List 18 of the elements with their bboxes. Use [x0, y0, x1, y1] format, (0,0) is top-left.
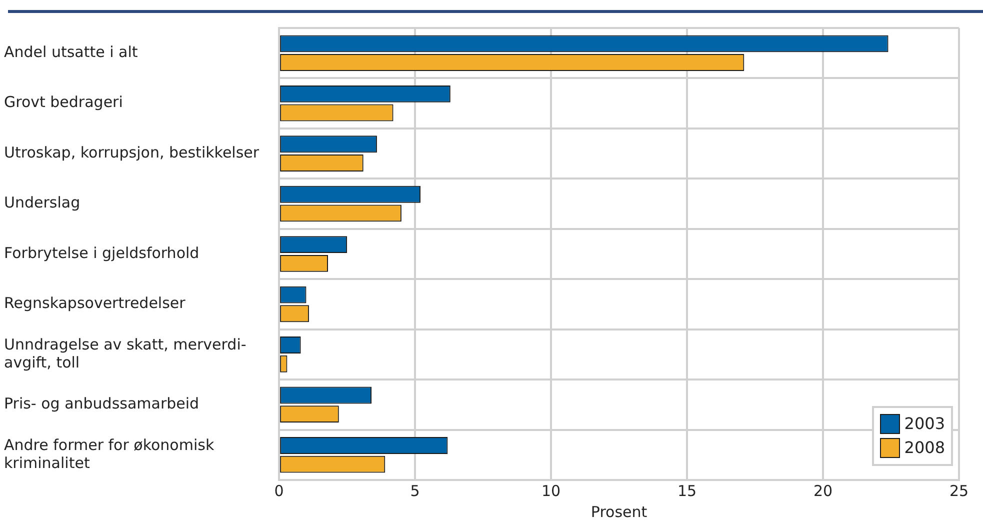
y-tick-label: Pris- og anbudssamarbeid: [4, 394, 200, 413]
x-tick-label: 25: [949, 482, 969, 500]
y-tick-label: Andre former for økonomisk kriminalitet: [4, 436, 214, 472]
x-tick-label: 15: [677, 482, 697, 500]
x-axis-title: Prosent: [590, 502, 648, 521]
x-tick-label: 5: [410, 482, 420, 500]
y-tick-label: Andel utsatte i alt: [4, 43, 138, 61]
y-tick-label: Grovt bedrageri: [4, 93, 123, 112]
y-tick-label: Underslag: [4, 194, 80, 212]
x-tick-label: 10: [541, 482, 561, 500]
legend-label: 2003: [904, 413, 945, 435]
y-tick-label: Forbrytelse i gjeldsforhold: [4, 244, 200, 262]
legend-label: 2008: [904, 437, 945, 459]
x-tick-label: 20: [813, 482, 833, 500]
y-tick-label: Regnskapsovertredelser: [4, 294, 186, 312]
x-tick-label: 0: [274, 482, 284, 500]
y-tick-label: Unndragelse av skatt, merverdi- avgift, toll: [4, 335, 246, 372]
y-tick-label: Utroskap, korrupsjon, bestikkelser: [4, 143, 260, 162]
